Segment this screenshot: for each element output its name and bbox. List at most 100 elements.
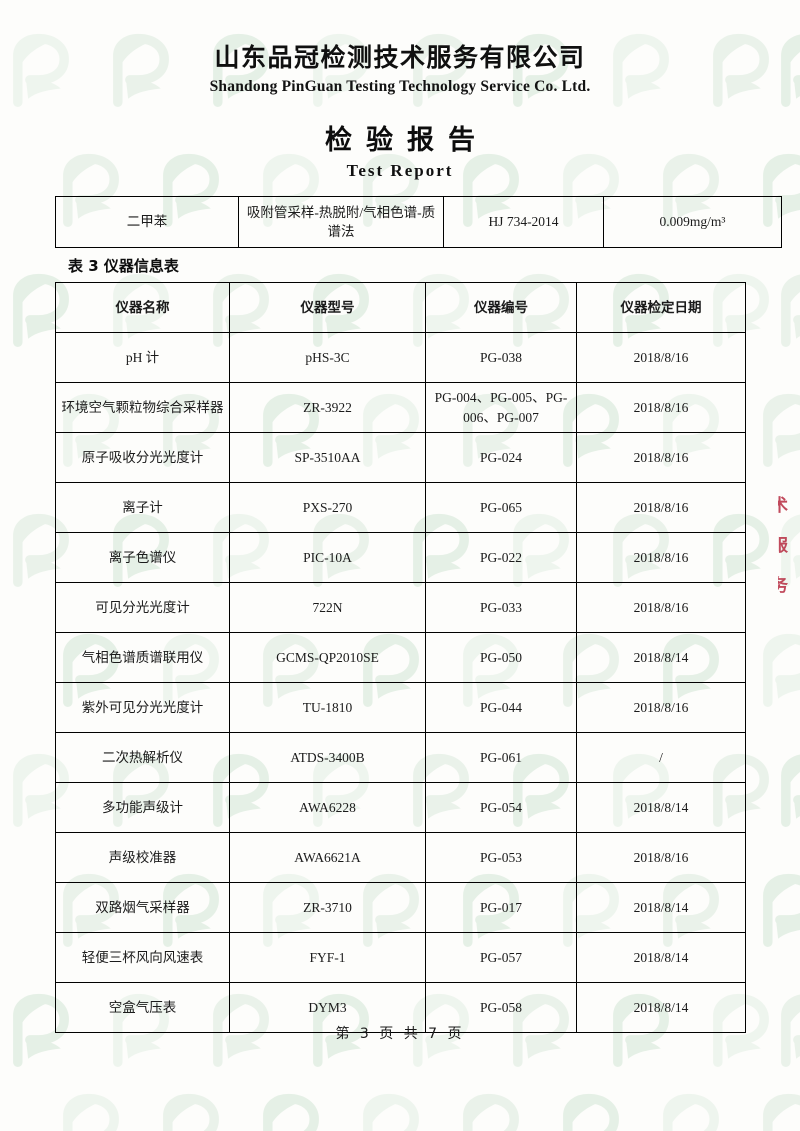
watermark-logo-icon [642, 1090, 728, 1131]
instrument-model-cell: FYF-1 [229, 932, 426, 984]
instrument-name-cell: 离子计 [55, 482, 230, 534]
instrument-name-cell: 空盒气压表 [55, 982, 230, 1034]
analyte-cell: 二甲苯 [55, 196, 239, 249]
instrument-serial-cell: PG-061 [425, 732, 577, 784]
instrument-table-wrapper: 仪器名称 仪器型号 仪器编号 仪器检定日期 pH 计 pHS-3C PG-038 20… [55, 282, 746, 1034]
watermark-logo-icon [542, 1090, 628, 1131]
instrument-model-cell: ATDS-3400B [229, 732, 426, 784]
result-cell: 0.009mg/m³ [603, 196, 782, 249]
calibration-date-cell: 2018/8/16 [576, 382, 746, 434]
instrument-serial-cell: PG-044 [425, 682, 577, 734]
company-name-cn: 山东品冠检测技术服务有限公司 [214, 43, 586, 72]
watermark-logo-icon [242, 1090, 328, 1131]
instrument-name-cell: 多功能声级计 [55, 782, 230, 834]
table-header-row: 仪器名称 仪器型号 仪器编号 仪器检定日期 [55, 282, 746, 334]
calibration-date-cell: / [576, 732, 746, 784]
instrument-serial-cell: PG-038 [425, 332, 577, 384]
calibration-date-cell: 2018/8/16 [576, 532, 746, 584]
instrument-model-cell: 722N [229, 582, 426, 634]
instrument-information-table: 仪器名称 仪器型号 仪器编号 仪器检定日期 pH 计 pHS-3C PG-038 20… [55, 282, 746, 1034]
calibration-date-cell: 2018/8/16 [576, 432, 746, 484]
table-row: 双路烟气采样器 ZR-3710 PG-017 2018/8/14 [55, 882, 746, 934]
calibration-date-cell: 2018/8/14 [576, 782, 746, 834]
document-header: 山东品冠检测技术服务有限公司 Shandong PinGuan Testing … [0, 0, 800, 181]
table-row: 环境空气颗粒物综合采样器 ZR-3922 PG-004、PG-005、PG-006、… [55, 382, 746, 434]
instrument-table-head: 仪器名称 仪器型号 仪器编号 仪器检定日期 [55, 282, 746, 334]
watermark-logo-icon [760, 750, 800, 836]
watermark-logo-icon [442, 1090, 528, 1131]
report-title-en: Test Report [346, 161, 454, 181]
column-header-instrument-serial: 仪器编号 [425, 282, 577, 334]
instrument-name-cell: 紫外可见分光光度计 [55, 682, 230, 734]
watermark-logo-icon [342, 1090, 428, 1131]
instrument-name-cell: 气相色谱质谱联用仪 [55, 632, 230, 684]
standard-cell: HJ 734-2014 [443, 196, 604, 249]
instrument-serial-cell: PG-053 [425, 832, 577, 884]
instrument-name-cell: 二次热解析仪 [55, 732, 230, 784]
watermark-logo-icon [742, 870, 800, 956]
instrument-serial-cell: PG-057 [425, 932, 577, 984]
calibration-date-cell: 2018/8/16 [576, 332, 746, 384]
report-title-cn: 检验报告 [325, 125, 489, 157]
instrument-table-body: pH 计 pHS-3C PG-038 2018/8/16 环境空气颗粒物综合采样器 ZR-… [55, 332, 746, 1034]
instrument-model-cell: AWA6621A [229, 832, 426, 884]
column-header-instrument-model: 仪器型号 [229, 282, 426, 334]
table-row: 二甲苯 吸附管采样-热脱附/气相色谱-质谱法 HJ 734-2014 0.009… [55, 196, 782, 249]
table-row: 声级校准器 AWA6621A PG-053 2018/8/16 [55, 832, 746, 884]
instrument-name-cell: 原子吸收分光光度计 [55, 432, 230, 484]
watermark-logo-icon [142, 1090, 228, 1131]
instrument-table-caption: 表 3 仪器信息表 [68, 257, 179, 276]
instrument-serial-cell: PG-065 [425, 482, 577, 534]
instrument-serial-cell: PG-022 [425, 532, 577, 584]
instrument-serial-cell: PG-017 [425, 882, 577, 934]
calibration-date-cell: 2018/8/14 [576, 882, 746, 934]
table-row: 离子色谱仪 PIC-10A PG-022 2018/8/16 [55, 532, 746, 584]
instrument-model-cell: ZR-3922 [229, 382, 426, 434]
instrument-serial-cell: PG-050 [425, 632, 577, 684]
instrument-model-cell: PIC-10A [229, 532, 426, 584]
continued-results-table-wrapper: 二甲苯 吸附管采样-热脱附/气相色谱-质谱法 HJ 734-2014 0.009… [55, 196, 782, 249]
watermark-logo-icon [760, 270, 800, 356]
page-number-footer: 第 3 页 共 7 页 [335, 1026, 465, 1042]
instrument-serial-cell: PG-054 [425, 782, 577, 834]
calibration-date-cell: 2018/8/14 [576, 632, 746, 684]
table-row: 紫外可见分光光度计 TU-1810 PG-044 2018/8/16 [55, 682, 746, 734]
calibration-date-cell: 2018/8/16 [576, 682, 746, 734]
table-row: 二次热解析仪 ATDS-3400B PG-061/ [55, 732, 746, 784]
instrument-model-cell: AWA6228 [229, 782, 426, 834]
table-row: pH 计 pHS-3C PG-038 2018/8/16 [55, 332, 746, 384]
instrument-name-cell: 轻便三杯风向风速表 [55, 932, 230, 984]
instrument-model-cell: TU-1810 [229, 682, 426, 734]
watermark-logo-icon [742, 1090, 800, 1131]
column-header-calibration-date: 仪器检定日期 [576, 282, 746, 334]
calibration-date-cell: 2018/8/16 [576, 482, 746, 534]
instrument-model-cell: SP-3510AA [229, 432, 426, 484]
instrument-serial-cell: PG-024 [425, 432, 577, 484]
table-row: 多功能声级计 AWA6228 PG-054 2018/8/14 [55, 782, 746, 834]
table-row: 原子吸收分光光度计 SP-3510AA PG-024 2018/8/16 [55, 432, 746, 484]
instrument-name-cell: 环境空气颗粒物综合采样器 [55, 382, 230, 434]
instrument-name-cell: 双路烟气采样器 [55, 882, 230, 934]
calibration-date-cell: 2018/8/16 [576, 582, 746, 634]
calibration-date-cell: 2018/8/16 [576, 832, 746, 884]
column-header-instrument-name: 仪器名称 [55, 282, 230, 334]
instrument-name-cell: pH 计 [55, 332, 230, 384]
table-row: 离子计 PXS-270 PG-065 2018/8/16 [55, 482, 746, 534]
instrument-model-cell: ZR-3710 [229, 882, 426, 934]
calibration-date-cell: 2018/8/14 [576, 932, 746, 984]
watermark-logo-icon [42, 1090, 128, 1131]
instrument-model-cell: PXS-270 [229, 482, 426, 534]
instrument-name-cell: 离子色谱仪 [55, 532, 230, 584]
instrument-model-cell: GCMS-QP2010SE [229, 632, 426, 684]
table-row: 气相色谱质谱联用仪 GCMS-QP2010SE PG-050 2018/8/14 [55, 632, 746, 684]
instrument-serial-cell: PG-004、PG-005、PG-006、PG-007 [425, 382, 577, 434]
watermark-logo-icon [742, 390, 800, 476]
table-row: 可见分光光度计 722N PG-033 2018/8/16 [55, 582, 746, 634]
instrument-name-cell: 声级校准器 [55, 832, 230, 884]
continued-results-table: 二甲苯 吸附管采样-热脱附/气相色谱-质谱法 HJ 734-2014 0.009… [55, 196, 782, 249]
table-row: 轻便三杯风向风速表 FYF-1 PG-057 2018/8/14 [55, 932, 746, 984]
instrument-name-cell: 可见分光光度计 [55, 582, 230, 634]
company-name-en: Shandong PinGuan Testing Technology Serv… [209, 78, 591, 96]
method-cell: 吸附管采样-热脱附/气相色谱-质谱法 [238, 196, 444, 249]
